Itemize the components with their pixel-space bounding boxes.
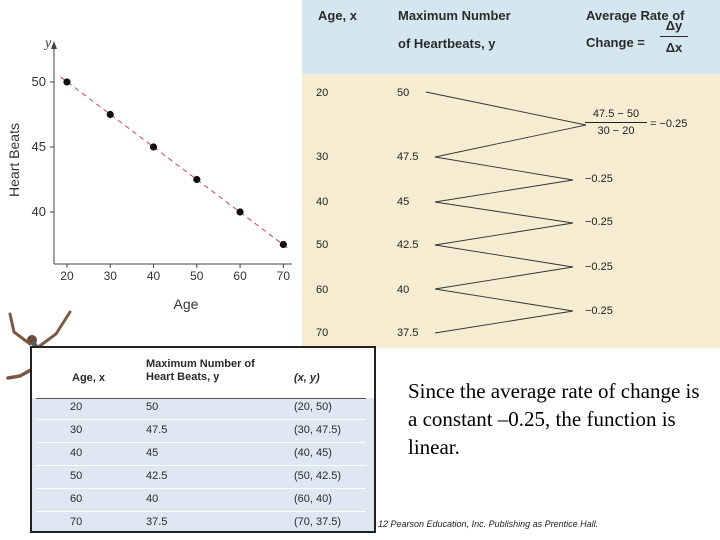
y-axis-label: Heart Beats [6, 123, 22, 197]
scatter-chart: 20 30 40 50 60 70 40 45 50 Age Heart Beats y [6, 36, 292, 312]
rate-value: −0.25 [585, 305, 613, 317]
age-cell: 20 [316, 87, 329, 99]
data-points [63, 78, 287, 249]
table-row: 60 40 (60, 40) [32, 488, 374, 510]
first-rate-fraction: 47.5 − 50 30 − 20 [585, 108, 647, 137]
row-age: 30 [70, 424, 83, 436]
first-rate-denominator: 30 − 20 [597, 125, 635, 137]
row-divider [36, 511, 366, 512]
table-row: 30 47.5 (30, 47.5) [32, 419, 374, 441]
data-point [149, 143, 158, 151]
chart-ticks: 20 30 40 50 60 70 40 45 50 [32, 74, 291, 283]
y-tick-label: 50 [32, 74, 46, 89]
x-axis-label: Age [174, 296, 199, 312]
row-beats: 50 [146, 401, 159, 413]
x-tick-label: 30 [104, 269, 118, 283]
beats-cell: 37.5 [397, 327, 419, 339]
delta-y: Δy [665, 18, 683, 33]
row-age: 50 [70, 470, 83, 482]
beats-cell: 40 [397, 284, 410, 296]
delta-x: Δx [665, 40, 683, 55]
header-rate-line1: Average Rate of [586, 8, 685, 23]
table-header-point: (x, y) [294, 372, 320, 384]
table-row: 70 37.5 (70, 37.5) [32, 511, 374, 533]
first-rate-result: = −0.25 [650, 118, 688, 130]
age-cell: 70 [316, 327, 329, 339]
x-tick-label: 20 [60, 269, 74, 283]
row-point: (20, 50) [294, 401, 332, 413]
row-divider [36, 442, 366, 443]
row-age: 20 [70, 401, 83, 413]
data-point [193, 175, 201, 184]
header-heartbeats-line1: Maximum Number [398, 8, 511, 23]
row-point: (60, 40) [294, 493, 332, 505]
header-divider [36, 398, 366, 399]
age-cell: 40 [316, 196, 329, 208]
row-beats: 40 [146, 493, 159, 505]
rate-value: −0.25 [585, 173, 613, 185]
table-header-beats-line1: Maximum Number of [146, 358, 255, 370]
row-beats: 37.5 [146, 516, 168, 528]
data-point [236, 208, 244, 216]
row-divider [36, 419, 366, 420]
trend-line [60, 76, 291, 251]
x-tick-label: 60 [233, 269, 247, 283]
x-tick-label: 40 [147, 269, 161, 283]
header-age: Age, x [318, 8, 358, 23]
data-point [63, 78, 71, 86]
y-axis-arrow [51, 41, 57, 49]
row-age: 40 [70, 447, 83, 459]
x-tick-label: 50 [190, 269, 204, 283]
rate-of-change-panel: Age, x Maximum Number of Heartbeats, y A… [302, 0, 720, 348]
row-point: (30, 47.5) [294, 424, 342, 436]
data-point [279, 240, 287, 249]
row-age: 70 [70, 516, 83, 528]
rate-value: −0.25 [585, 261, 613, 273]
data-table: Age, x Maximum Number of Heart Beats, y … [30, 346, 376, 533]
table-row: 50 42.5 (50, 42.5) [32, 465, 374, 487]
row-divider [36, 488, 366, 489]
trend-line-group [60, 76, 291, 251]
row-beats: 47.5 [146, 424, 168, 436]
y-tick-label: 45 [32, 139, 46, 154]
row-beats: 45 [146, 447, 159, 459]
beats-cell: 42.5 [397, 239, 419, 251]
table-row: 20 50 (20, 50) [32, 396, 374, 418]
row-point: (50, 42.5) [294, 470, 342, 482]
row-age: 60 [70, 493, 83, 505]
y-tick-label: 40 [32, 204, 46, 219]
table-header: Age, x Maximum Number of Heart Beats, y … [32, 348, 374, 398]
fraction-bar [660, 36, 688, 37]
row-divider [36, 465, 366, 466]
header-rate-line2: Change = [586, 35, 645, 50]
beats-cell: 47.5 [397, 151, 419, 163]
row-point: (70, 37.5) [294, 516, 342, 528]
row-point: (40, 45) [294, 447, 332, 459]
x-tick-label: 70 [277, 269, 291, 283]
zigzag-connector [425, 91, 587, 334]
table-row: 40 45 (40, 45) [32, 442, 374, 464]
data-point [106, 110, 114, 119]
table-header-age: Age, x [72, 372, 106, 384]
row-beats: 42.5 [146, 470, 168, 482]
rate-panel-header: Age, x Maximum Number of Heartbeats, y A… [302, 0, 720, 74]
rate-value: −0.25 [585, 216, 613, 228]
beats-cell: 50 [397, 87, 410, 99]
age-cell: 30 [316, 151, 329, 163]
linear-conclusion-text: Since the average rate of change is a co… [408, 379, 700, 459]
age-cell: 60 [316, 284, 329, 296]
age-cell: 50 [316, 239, 329, 251]
chart-axes [51, 41, 292, 265]
copyright-notice: 12 Pearson Education, Inc. Publishing as… [378, 519, 599, 529]
beats-cell: 45 [397, 196, 410, 208]
header-delta-fraction: Δy Δx [660, 18, 688, 55]
first-rate-numerator: 47.5 − 50 [592, 108, 640, 120]
table-header-beats-line2: Heart Beats, y [146, 371, 220, 383]
header-heartbeats-line2: of Heartbeats, y [398, 36, 496, 51]
first-rate-bar [585, 122, 647, 123]
y-axis-symbol: y [43, 36, 52, 51]
